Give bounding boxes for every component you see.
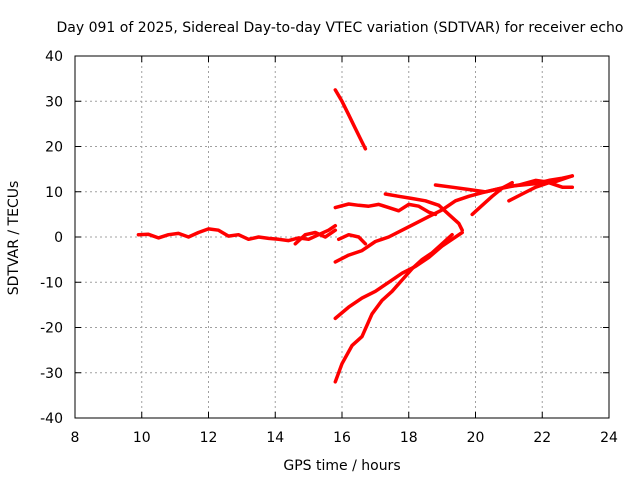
x-tick-label: 18 <box>400 430 418 446</box>
x-tick-label: 14 <box>266 430 284 446</box>
y-tick-label: -30 <box>40 366 63 382</box>
x-tick-label: 20 <box>467 430 485 446</box>
series-track-i <box>470 180 514 217</box>
x-tick-label: 12 <box>200 430 218 446</box>
series-track-b <box>293 228 338 246</box>
series-track-c <box>333 88 368 151</box>
y-tick-label: -10 <box>40 275 63 291</box>
x-axis-label: GPS time / hours <box>283 458 400 474</box>
series-track-f <box>336 232 368 246</box>
y-tick-label: 0 <box>54 230 63 246</box>
y-tick-label: 20 <box>45 140 63 156</box>
x-tick-label: 22 <box>533 430 551 446</box>
axis-ticks <box>74 55 610 419</box>
y-tick-label: -40 <box>40 411 63 427</box>
x-tick-label: 8 <box>71 430 80 446</box>
x-tick-label: 10 <box>133 430 151 446</box>
y-tick-label: 40 <box>45 49 63 65</box>
series-track-k <box>333 230 464 321</box>
x-tick-label: 24 <box>600 430 618 446</box>
series-track-l <box>333 232 454 384</box>
series-track-e <box>333 174 575 264</box>
chart-title: Day 091 of 2025, Sidereal Day-to-day VTE… <box>57 20 624 36</box>
tick-labels: 8 10 12 14 16 18 20 22 24 -40 -30 -20 -10 0 10 20 30 40 <box>40 49 618 446</box>
series-track-a <box>136 223 338 243</box>
data-series <box>136 88 575 384</box>
y-tick-label: 10 <box>45 185 63 201</box>
series-track-g <box>383 192 464 232</box>
y-tick-label: -20 <box>40 321 63 337</box>
x-tick-label: 16 <box>333 430 351 446</box>
y-axis-label: SDTVAR / TECUs <box>6 181 22 296</box>
series-track-d <box>333 202 438 217</box>
series-track-j <box>507 180 575 203</box>
y-tick-label: 30 <box>45 94 63 110</box>
